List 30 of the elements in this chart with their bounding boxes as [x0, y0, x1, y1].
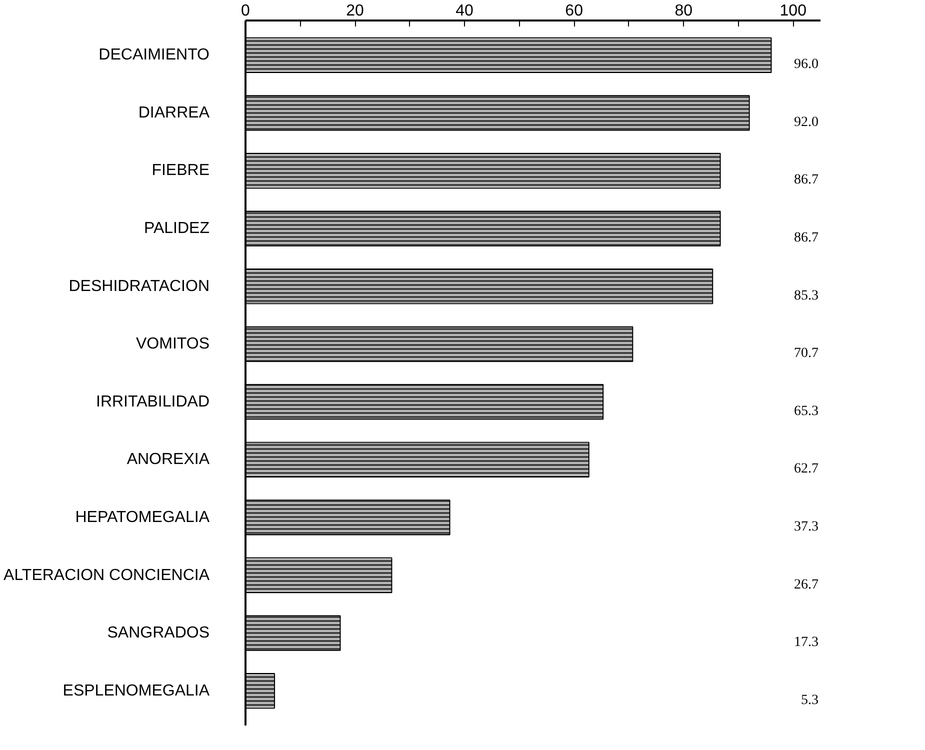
y-tick-label: ANOREXIA: [126, 451, 210, 468]
data-label: 65.3: [794, 404, 818, 419]
y-tick-label: PALIDEZ: [144, 220, 210, 238]
y-tick-label: FIEBRE: [152, 162, 210, 180]
y-tick-label: ESPLENOMEGALIA: [62, 682, 210, 700]
data-label: 86.7: [794, 172, 818, 188]
y-tick-label: DESHIDRATACION: [68, 278, 210, 295]
y-tick-label: DIARREA: [138, 104, 210, 122]
data-label: 5.3: [801, 692, 818, 708]
data-label: 70.7: [794, 346, 818, 362]
y-tick-label: SANGRADOS: [107, 624, 210, 642]
data-label: 92.0: [794, 114, 818, 130]
y-tick-label: HEPATOMEGALIA: [75, 508, 210, 526]
data-label: 17.3: [794, 635, 818, 650]
data-label: 37.3: [794, 519, 818, 534]
y-tick-label: VOMITOS: [136, 336, 210, 353]
data-label: 96.0: [794, 57, 818, 72]
x-tick-label: 80: [674, 2, 693, 20]
data-label: 26.7: [794, 577, 818, 592]
data-label: 85.3: [794, 288, 818, 304]
y-tick-label: DECAIMIENTO: [98, 46, 210, 64]
data-label: 86.7: [794, 230, 818, 246]
x-tick-label: 100: [780, 2, 807, 20]
y-tick-label: ALTERACION CONCIENCIA: [4, 566, 210, 584]
x-tick-label: 20: [346, 2, 364, 20]
y-tick-label: IRRITABILIDAD: [96, 393, 210, 410]
x-tick-label: 0: [241, 2, 250, 20]
x-tick-label: 40: [456, 2, 474, 20]
data-label: 62.7: [794, 462, 818, 477]
x-tick-label: 60: [565, 2, 584, 20]
